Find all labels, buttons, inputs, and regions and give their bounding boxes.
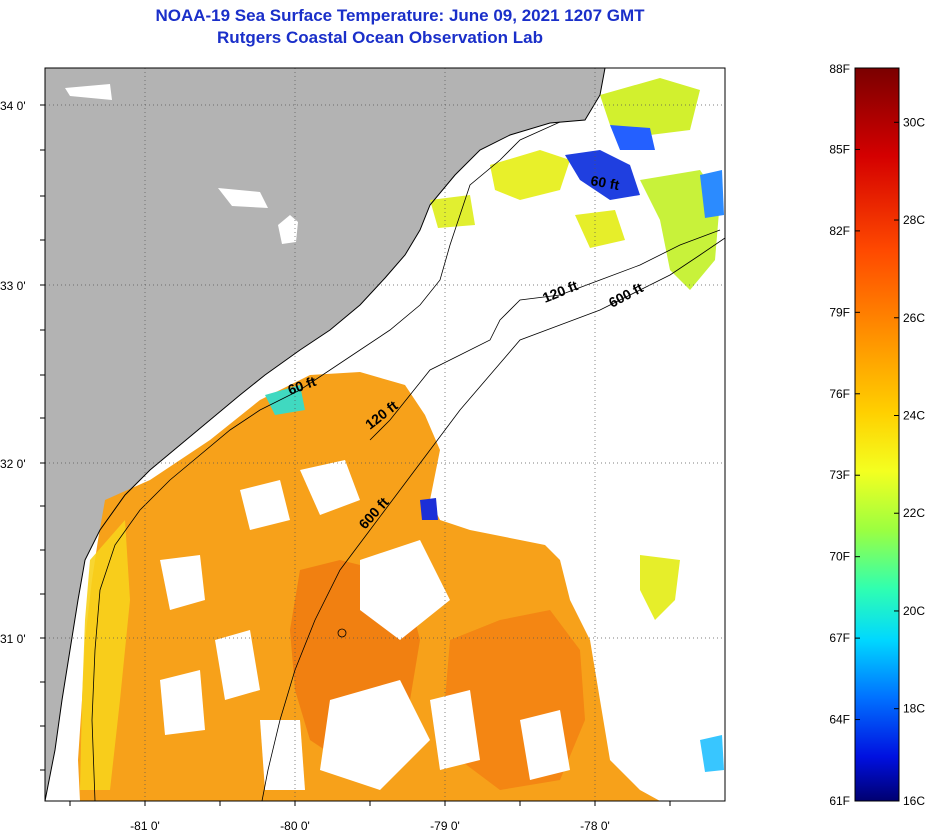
cloud-gaps [160,460,570,790]
colorbar-c-label: 26C [903,311,925,325]
colorbar-c-label: 30C [903,115,925,129]
colorbar-c-label: 18C [903,702,925,716]
map-title: NOAA-19 Sea Surface Temperature: June 09… [155,6,645,25]
colorbar-f-label: 70F [829,550,850,564]
colorbar-c-label: 22C [903,506,925,520]
contour-label-60ft: 60 ft [589,172,620,193]
lon-ticks [69,801,671,806]
colorbar-c-label: 28C [903,213,925,227]
contour-120ft [369,229,721,441]
lat-label-31: 31 0' [0,632,26,646]
lat-label-32: 32 0' [0,457,26,471]
contour-600ft [261,237,725,801]
sst-north-patches [265,78,724,772]
colorbar-f-label: 79F [829,305,850,319]
colorbar-c-label: 16C [903,794,925,808]
lon-label-78: -78 0' [580,819,610,832]
colorbar-c-label: 20C [903,604,925,618]
map-frame [44,67,726,802]
contour-60ft [91,121,561,801]
land-mass [45,68,605,801]
graticule [45,68,725,801]
colorbar-f-label: 82F [829,224,850,238]
lat-ticks [40,104,45,771]
lat-label-33: 33 0' [0,279,26,293]
cloud-patch-land [218,188,268,208]
colorbar-f-label: 88F [829,62,850,76]
map-subtitle: Rutgers Coastal Ocean Observation Lab [217,28,543,47]
colorbar-f-label: 64F [829,713,850,727]
lon-label-79: -79 0' [430,819,460,832]
colorbar-f-label: 85F [829,142,850,156]
coastline [45,68,606,801]
sst-cool-coastal [80,520,130,790]
lon-label-80: -80 0' [280,819,310,832]
colorbar-f-label: 76F [829,387,850,401]
buoy-marker-icon [337,628,347,638]
cloud-patch-land [65,84,112,100]
colorbar-f-label: 73F [829,468,850,482]
colorbar-f-label: 61F [829,794,850,808]
colorbar-f-label: 67F [829,631,850,645]
lon-label-81: -81 0' [130,819,160,832]
island [278,215,298,244]
colorbar-c-label: 24C [903,408,925,422]
lat-label-34: 34 0' [0,99,26,113]
colorbar [854,67,900,802]
